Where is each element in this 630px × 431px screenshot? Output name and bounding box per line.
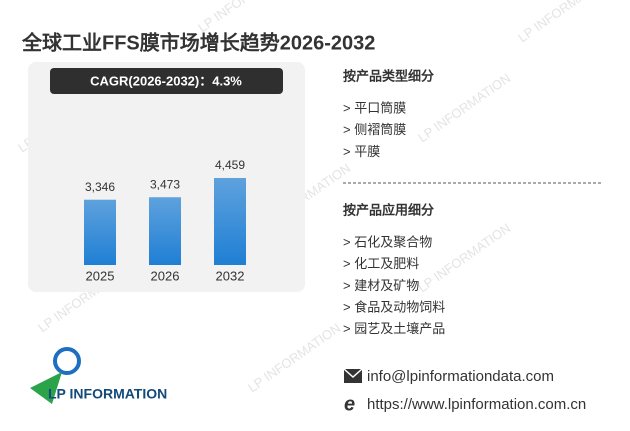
logo-mark [30, 347, 81, 404]
value-label: 3,346 [85, 180, 115, 194]
email: info@lpinformationdata.com [367, 368, 554, 385]
segment-item: > 平膜 [343, 144, 380, 159]
cagr-text: CAGR(2026-2032)：4.3% [90, 73, 242, 88]
segment-title: 按产品类型细分 [343, 68, 434, 83]
email-icon-flap [343, 368, 363, 379]
x-tick-label: 2032 [216, 268, 245, 283]
cagr-pill [50, 68, 283, 94]
chart-title: 全球工业FFS膜市场增长趋势2026-2032 [21, 30, 375, 54]
segment-item: > 化工及肥料 [343, 256, 419, 271]
value-label: 3,473 [150, 177, 180, 191]
segment-item: > 平口筒膜 [343, 100, 406, 115]
logo-text: LP INFORMATION [48, 386, 167, 402]
segment-item: > 侧褶筒膜 [343, 122, 406, 137]
x-tick-label: 2026 [151, 268, 180, 283]
segment-item: > 园艺及土壤产品 [343, 321, 445, 336]
web: https://www.lpinformation.com.cn [367, 396, 586, 413]
web-icon: e [344, 393, 355, 415]
bar-chart: 3,346 2025 3,473 2026 4,459 2032 [84, 158, 246, 283]
x-tick-label: 2025 [86, 268, 115, 283]
watermark: LP INFORMATION [515, 0, 613, 45]
segment-item: > 石化及聚合物 [343, 234, 432, 249]
segment-item: > 建材及矿物 [343, 278, 419, 293]
watermark: LP INFORMATION [415, 220, 513, 295]
segment-title: 按产品应用细分 [343, 202, 434, 217]
segment-item: > 食品及动物饲料 [343, 300, 445, 315]
bar [214, 178, 246, 265]
watermark: LP INFORMATION [195, 0, 293, 35]
value-label: 4,459 [215, 158, 245, 172]
watermark: LP INFORMATION [245, 320, 343, 395]
bar [149, 197, 181, 265]
bar [84, 199, 116, 265]
